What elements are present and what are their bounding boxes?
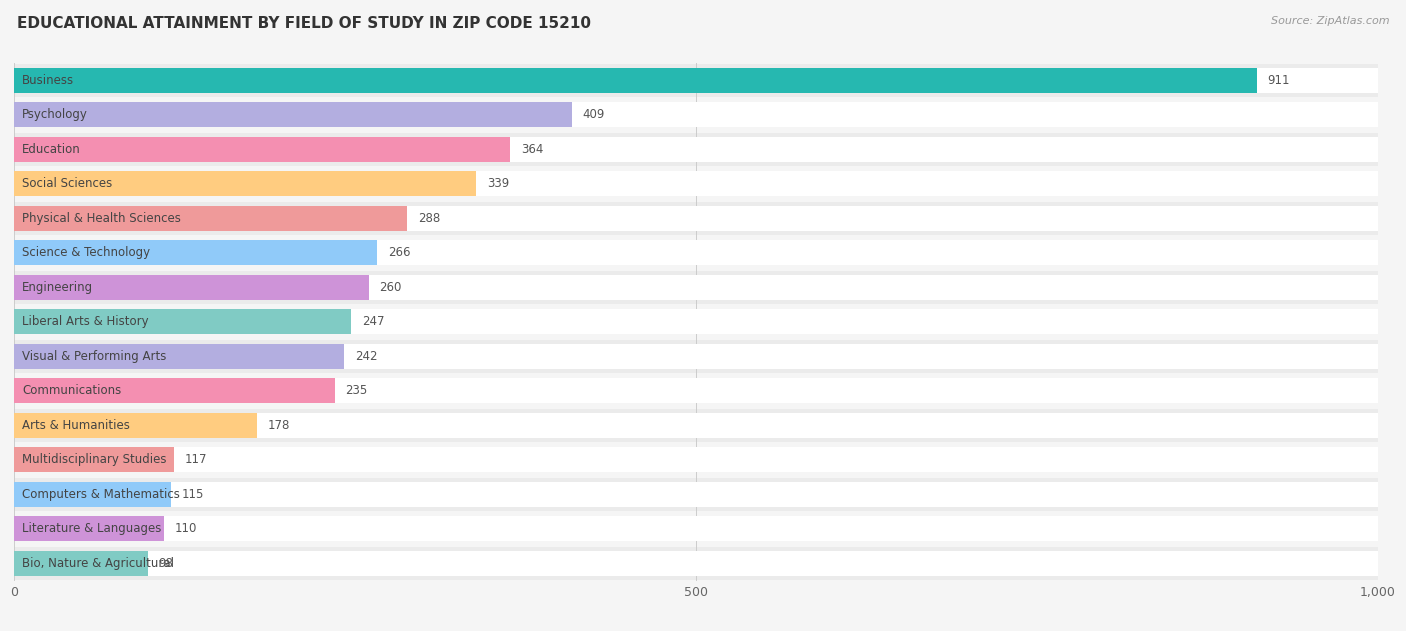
FancyBboxPatch shape xyxy=(14,546,1378,580)
FancyBboxPatch shape xyxy=(14,478,1378,511)
Bar xyxy=(14,482,1378,507)
FancyBboxPatch shape xyxy=(14,374,1378,408)
FancyBboxPatch shape xyxy=(14,202,1378,235)
Bar xyxy=(14,482,172,507)
Text: Business: Business xyxy=(22,74,75,87)
FancyBboxPatch shape xyxy=(14,305,1378,338)
Bar xyxy=(14,379,335,403)
FancyBboxPatch shape xyxy=(14,167,1378,201)
Text: Education: Education xyxy=(22,143,82,156)
Text: Science & Technology: Science & Technology xyxy=(22,246,150,259)
Text: Engineering: Engineering xyxy=(22,281,93,294)
Text: 178: 178 xyxy=(267,419,290,432)
Text: 911: 911 xyxy=(1267,74,1289,87)
Text: 115: 115 xyxy=(181,488,204,501)
Text: 339: 339 xyxy=(488,177,509,191)
Bar xyxy=(14,551,148,575)
Text: Computers & Mathematics: Computers & Mathematics xyxy=(22,488,180,501)
Bar xyxy=(14,413,1378,438)
Bar xyxy=(14,344,344,369)
Text: Multidisciplinary Studies: Multidisciplinary Studies xyxy=(22,453,167,466)
Bar xyxy=(14,172,477,196)
Bar xyxy=(14,309,352,334)
Bar xyxy=(14,447,1378,472)
Bar xyxy=(14,206,1378,231)
Bar xyxy=(14,240,1378,265)
Bar xyxy=(14,309,1378,334)
FancyBboxPatch shape xyxy=(14,512,1378,545)
Bar xyxy=(14,551,1378,575)
Text: 266: 266 xyxy=(388,246,411,259)
Bar xyxy=(14,447,173,472)
Bar xyxy=(14,68,1257,93)
Text: Source: ZipAtlas.com: Source: ZipAtlas.com xyxy=(1271,16,1389,26)
FancyBboxPatch shape xyxy=(14,64,1378,97)
FancyBboxPatch shape xyxy=(14,339,1378,373)
Text: Physical & Health Sciences: Physical & Health Sciences xyxy=(22,212,181,225)
Bar xyxy=(14,102,572,127)
Bar xyxy=(14,240,377,265)
Bar xyxy=(14,68,1378,93)
Text: 409: 409 xyxy=(582,109,605,121)
Text: Literature & Languages: Literature & Languages xyxy=(22,522,162,535)
Text: 98: 98 xyxy=(159,557,173,570)
Bar xyxy=(14,137,1378,162)
FancyBboxPatch shape xyxy=(14,409,1378,442)
FancyBboxPatch shape xyxy=(14,236,1378,269)
Bar xyxy=(14,379,1378,403)
Bar xyxy=(14,206,406,231)
Bar xyxy=(14,275,368,300)
Text: Bio, Nature & Agricultural: Bio, Nature & Agricultural xyxy=(22,557,174,570)
Text: Communications: Communications xyxy=(22,384,121,398)
Text: 260: 260 xyxy=(380,281,402,294)
Text: Social Sciences: Social Sciences xyxy=(22,177,112,191)
Bar xyxy=(14,102,1378,127)
Bar xyxy=(14,516,165,541)
Text: 247: 247 xyxy=(361,316,384,328)
FancyBboxPatch shape xyxy=(14,271,1378,304)
Text: 242: 242 xyxy=(354,350,378,363)
Text: Visual & Performing Arts: Visual & Performing Arts xyxy=(22,350,167,363)
FancyBboxPatch shape xyxy=(14,98,1378,131)
Text: Arts & Humanities: Arts & Humanities xyxy=(22,419,131,432)
Bar xyxy=(14,137,510,162)
Text: 364: 364 xyxy=(522,143,544,156)
FancyBboxPatch shape xyxy=(14,443,1378,476)
Text: 110: 110 xyxy=(174,522,197,535)
Bar xyxy=(14,344,1378,369)
Text: Liberal Arts & History: Liberal Arts & History xyxy=(22,316,149,328)
Bar xyxy=(14,172,1378,196)
Text: 117: 117 xyxy=(184,453,207,466)
Text: 235: 235 xyxy=(346,384,368,398)
Text: EDUCATIONAL ATTAINMENT BY FIELD OF STUDY IN ZIP CODE 15210: EDUCATIONAL ATTAINMENT BY FIELD OF STUDY… xyxy=(17,16,591,31)
Text: 288: 288 xyxy=(418,212,440,225)
Bar xyxy=(14,275,1378,300)
Bar xyxy=(14,516,1378,541)
FancyBboxPatch shape xyxy=(14,133,1378,166)
Bar xyxy=(14,413,257,438)
Text: Psychology: Psychology xyxy=(22,109,89,121)
